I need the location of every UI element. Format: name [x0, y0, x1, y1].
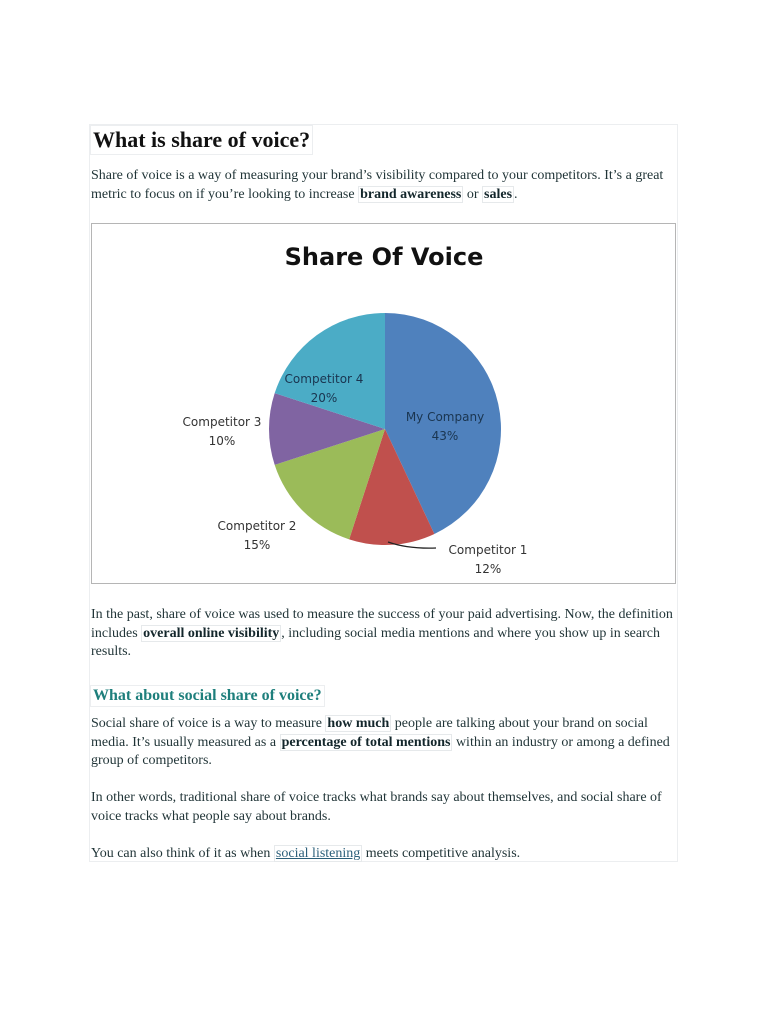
bold-how-much: how much — [325, 715, 392, 732]
history-text-end: , including social media mentions and wh… — [91, 625, 660, 660]
pie-slice-my-company — [385, 313, 501, 534]
bold-sales: sales — [482, 185, 515, 203]
pie-slice-competitor-4 — [274, 313, 385, 429]
pie-label-competitor-3: Competitor 3 10% — [183, 415, 262, 448]
social-text-mid: people are talking about your brand on s… — [91, 716, 648, 750]
history-text: In the past, share of voice was used to … — [91, 607, 673, 641]
pie-slice-competitor-3 — [269, 393, 385, 465]
page-title: What is share of voice? — [90, 125, 314, 155]
section-subheading: What about social share of voice? — [90, 685, 325, 707]
social-text: Social share of voice is a way to measur… — [91, 716, 326, 731]
pie-label-competitor-4: Competitor 4 20% — [285, 372, 364, 405]
pie-slice-competitor-2 — [274, 429, 385, 540]
share-of-voice-chart: Share Of Voice My Company 43% Competitor 1… — [91, 223, 676, 584]
closing-paragraph: You can also think of it as when social … — [91, 845, 681, 864]
pie-chart: Share Of Voice My Company 43% Competitor 1… — [183, 243, 528, 576]
comparison-paragraph: In other words, traditional share of voi… — [91, 790, 662, 824]
social-text-end: within an industry or among a defined gr… — [91, 734, 670, 769]
intro-text-end: . — [514, 186, 518, 202]
social-sov-paragraph: Social share of voice is a way to measur… — [91, 715, 681, 771]
pie-label-my-company: My Company 43% — [406, 410, 484, 443]
pie-slices — [269, 313, 501, 545]
bold-overall-online-visibility: overall online visibility — [141, 624, 282, 642]
bold-brand-awareness: brand awareness — [358, 185, 464, 203]
leader-line — [387, 541, 437, 549]
bold-percentage-of-total-mentions: percentage of total mentions — [279, 733, 453, 751]
intro-text-mid: or — [463, 186, 483, 202]
intro-paragraph: Share of voice is a way of measuring you… — [91, 167, 681, 204]
intro-text: Share of voice is a way of measuring you… — [91, 168, 664, 202]
pie-slice-competitor-1 — [349, 429, 435, 545]
chart-title: Share Of Voice — [285, 243, 484, 271]
pie-label-competitor-2: Competitor 2 15% — [218, 519, 297, 552]
closing-text-end: meets competitive analysis. — [362, 846, 521, 861]
social-listening-link[interactable]: social listening — [273, 845, 363, 862]
pie-labels: My Company 43% Competitor 1 12% Competitor 2… — [183, 372, 528, 576]
history-paragraph: In the past, share of voice was used to … — [91, 606, 681, 662]
pie-label-competitor-1: Competitor 1 12% — [449, 543, 528, 576]
article-card — [89, 124, 678, 862]
closing-text: You can also think of it as when — [91, 846, 274, 861]
